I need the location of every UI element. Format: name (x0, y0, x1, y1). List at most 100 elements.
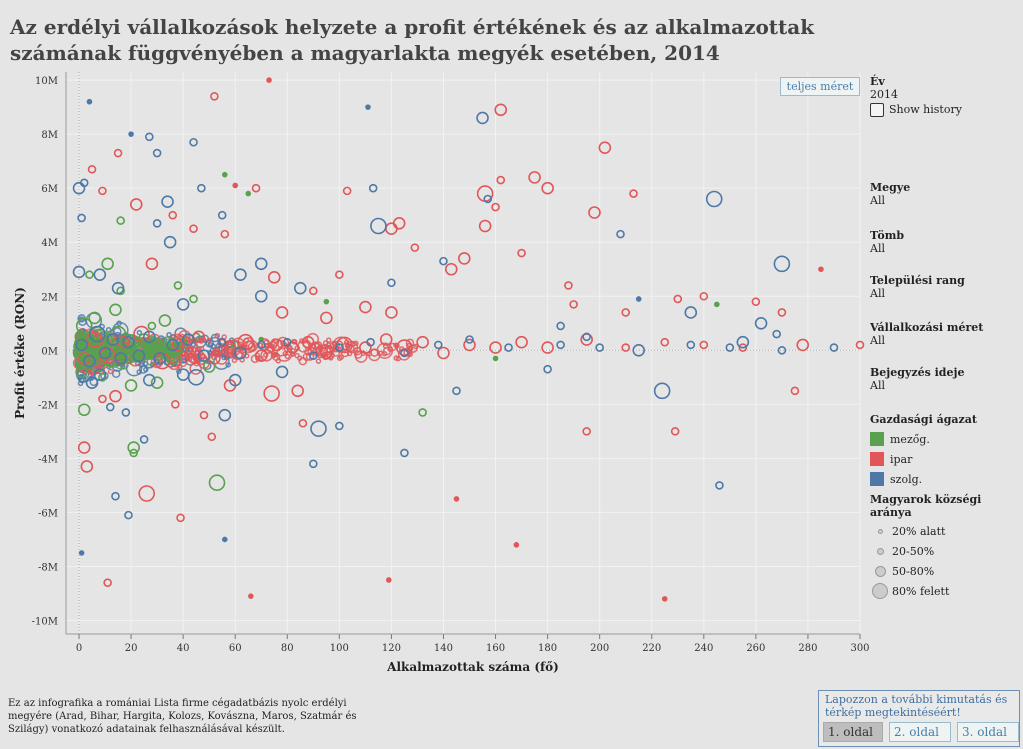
size-legend-item[interactable]: 20-50% (870, 541, 1023, 561)
x-tick-label: 280 (798, 643, 817, 654)
filter-telepulesi-rang-value[interactable]: All (870, 287, 885, 300)
data-point (777, 308, 787, 317)
data-point (247, 342, 257, 351)
filter-telepulesi-rang[interactable]: Települési rang All (870, 274, 965, 300)
data-point (189, 362, 202, 375)
data-point (437, 346, 450, 360)
data-point (310, 420, 327, 437)
x-axis-label: Alkalmazottak száma (fő) (386, 660, 559, 674)
filter-tomb-value[interactable]: All (870, 242, 885, 255)
data-point (128, 131, 134, 137)
data-point (379, 333, 393, 346)
data-point (444, 262, 458, 276)
data-point (359, 341, 372, 354)
data-point (136, 369, 142, 375)
size-legend-item[interactable]: 80% felett (870, 581, 1023, 601)
x-tick-label: 40 (177, 643, 190, 654)
data-point (385, 306, 398, 319)
size-legend-item[interactable]: 20% alatt (870, 521, 1023, 541)
data-point (85, 376, 99, 390)
data-point (335, 343, 344, 352)
x-tick-label: 20 (125, 643, 138, 654)
x-tick-label: 300 (850, 643, 869, 654)
data-point (77, 374, 87, 384)
data-point (275, 306, 289, 319)
filter-vallalkozasi-meret-value[interactable]: All (870, 334, 885, 347)
data-point (158, 314, 172, 327)
legend-item-szolg[interactable]: szolg. (870, 469, 977, 489)
size-circle-icon (874, 565, 886, 577)
data-point (582, 427, 591, 436)
legend-item-mezog[interactable]: mezőg. (870, 429, 977, 449)
color-legend: Gazdasági ágazat mezőg. ipar szolg. (870, 413, 977, 489)
data-point (320, 346, 333, 360)
data-point (413, 343, 419, 350)
data-point (145, 132, 154, 142)
filter-vallalkozasi-meret[interactable]: Vállalkozási méret All (870, 321, 983, 347)
show-history-toggle[interactable]: Show history (870, 103, 962, 117)
filter-megye-value[interactable]: All (870, 194, 885, 207)
data-point (111, 281, 125, 295)
data-point (98, 346, 112, 360)
size-legend-label: 20% alatt (892, 524, 946, 538)
page-1-button[interactable]: 1. oldal (823, 722, 883, 742)
checkbox-icon[interactable] (870, 103, 884, 117)
filter-tomb[interactable]: Tömb All (870, 229, 904, 255)
data-point (72, 181, 86, 195)
data-point (275, 365, 289, 379)
x-tick-label: 160 (486, 643, 505, 654)
data-point (670, 427, 680, 436)
data-point (103, 578, 112, 587)
filter-bejegyzes-ideje[interactable]: Bejegyzés ideje All (870, 366, 964, 392)
data-point (855, 340, 865, 350)
show-history-label: Show history (889, 103, 962, 116)
data-point (629, 189, 638, 198)
page-2-button[interactable]: 2. oldal (889, 722, 951, 742)
filter-megye[interactable]: Megye All (870, 181, 910, 207)
data-point (153, 352, 167, 365)
data-point (109, 389, 122, 403)
data-point (133, 325, 150, 343)
data-point (176, 513, 185, 523)
data-point (197, 183, 206, 193)
data-point (131, 354, 141, 363)
data-point (182, 333, 195, 346)
data-point (517, 248, 526, 258)
data-point (215, 352, 222, 358)
size-legend-item[interactable]: 50-80% (870, 561, 1023, 581)
filter-year[interactable]: Év 2014 Show history (870, 75, 962, 117)
y-tick-label: -6M (38, 508, 58, 519)
page-3-button[interactable]: 3. oldal (957, 722, 1019, 742)
y-tick-label: 6M (41, 184, 58, 195)
nav-text: Lapozzon a további kimutatás és térkép m… (825, 693, 1008, 719)
legend-item-ipar[interactable]: ipar (870, 449, 977, 469)
data-point (143, 330, 156, 344)
data-point (217, 337, 227, 347)
data-point (686, 340, 696, 350)
data-point (699, 291, 709, 301)
data-point (93, 268, 107, 281)
filter-bejegyzes-ideje-value[interactable]: All (870, 379, 885, 392)
data-point (147, 321, 157, 331)
size-legend-label: 80% felett (892, 584, 950, 598)
data-point (215, 352, 228, 365)
data-point (323, 298, 330, 305)
data-point (173, 281, 183, 290)
x-tick-label: 220 (642, 643, 661, 654)
data-point (796, 338, 810, 352)
filter-year-value[interactable]: 2014 (870, 88, 898, 101)
data-point (207, 432, 217, 442)
data-point (418, 408, 427, 417)
data-point (496, 175, 506, 185)
data-point (251, 183, 261, 193)
data-point (386, 577, 392, 583)
data-point (359, 300, 372, 314)
data-point (293, 281, 307, 295)
data-point (725, 343, 735, 352)
data-point (714, 301, 720, 308)
data-point (818, 266, 824, 273)
data-point (189, 224, 198, 234)
data-point (392, 217, 406, 230)
full-size-button[interactable]: teljes méret (780, 77, 860, 96)
data-point (705, 190, 723, 208)
